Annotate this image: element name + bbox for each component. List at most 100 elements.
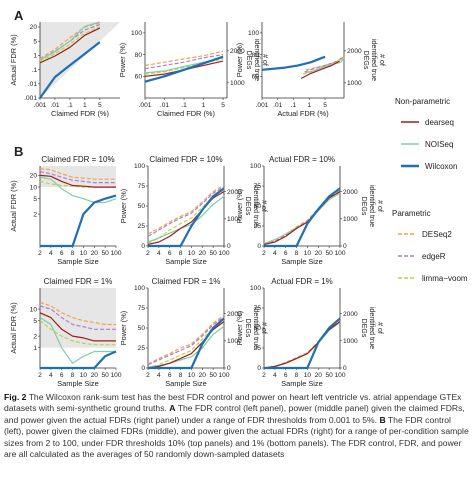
- b-top-left-line-deseq2: [39, 168, 116, 180]
- legend-parametric: Parametric DESeq2 edgeR limma−voom: [392, 209, 468, 283]
- b-top-left-xtick-label: 6: [60, 250, 64, 257]
- b-top-right-ytick-label: 25: [254, 223, 262, 230]
- a-right-line-edger: [304, 56, 343, 73]
- b-bottom-left-line-noiseq: [39, 317, 116, 364]
- b-top-left-xtick-label: 8: [71, 250, 75, 257]
- b-top-left-shade: [40, 166, 116, 188]
- b-bottom-middle-ytick-label: 0: [141, 365, 145, 372]
- b-bottom-left-xtick-label: 50: [101, 372, 109, 379]
- chart-b-bottom-middle: Claimed FDR = 1%2 4 6 8 10 20 50 10002550751002…: [119, 277, 267, 388]
- caption-label-b: B: [379, 414, 386, 425]
- b-bottom-right-xtick-label: 50: [325, 372, 333, 379]
- b-top-middle-ylabel: Power (%): [119, 189, 128, 224]
- b-bottom-middle-degs-label-3: DEGs: [244, 319, 251, 338]
- panel-label-b: B: [14, 144, 23, 159]
- b-top-right-xtick-label: 50: [325, 250, 333, 257]
- a-mid-ytick-label: 80: [135, 52, 143, 59]
- a-left-line-wilcoxon: [39, 41, 101, 99]
- caption-fig-label: Fig. 2: [4, 392, 27, 402]
- b-top-right-xlabel: Sample Size: [281, 257, 323, 266]
- b-top-right-y2tick-label: 2000: [343, 189, 358, 196]
- a-mid-xtick-label: .1: [181, 102, 187, 109]
- b-top-right-line-wilcoxon: [264, 187, 341, 248]
- a-right-degs-label-2: identified true: [370, 39, 377, 81]
- b-bottom-right-y2tick-label: 1000: [343, 338, 358, 345]
- chart-b-bottom-left: Claimed FDR = 1%2 4 6 8 10 20 50 10012510Actual…: [9, 277, 122, 388]
- b-bottom-middle-ytick-label: 75: [138, 305, 146, 312]
- a-mid-y2tick-label: 2000: [230, 48, 245, 55]
- a-mid-ytick-label: 60: [135, 73, 143, 80]
- b-bottom-left-line-limmavoom: [39, 320, 116, 346]
- b-bottom-right-xlabel: Sample Size: [281, 379, 323, 388]
- b-top-right-ytick-label: 75: [254, 183, 262, 190]
- b-top-middle-xtick-label: 10: [188, 250, 196, 257]
- caption-text-a: The FDR control (left panel), power (mid…: [4, 403, 465, 425]
- a-right-ytick-label: 60: [252, 73, 260, 80]
- b-top-left-xtick-label: 100: [110, 250, 121, 257]
- b-top-middle-y2tick-label: 1000: [227, 216, 242, 223]
- a-right-ytick-label: 80: [252, 52, 260, 59]
- b-top-middle-y2tick-label: 0: [227, 243, 231, 250]
- b-top-middle-ytick-label: 25: [138, 223, 146, 230]
- a-right-line-noiseq: [304, 57, 345, 74]
- a-mid-line-deseq2: [144, 50, 224, 66]
- b-top-middle-xtick-label: 6: [168, 250, 172, 257]
- b-bottom-middle-xtick-label: 20: [199, 372, 207, 379]
- b-bottom-left-xtick-label: 8: [71, 372, 75, 379]
- panel-label-a: A: [14, 8, 24, 23]
- b-bottom-middle-xtick-label: 8: [179, 372, 183, 379]
- b-bottom-middle-xtick-label: 2: [146, 372, 150, 379]
- b-top-middle-line-edger: [147, 186, 225, 237]
- a-mid-y2tick-label: 1000: [230, 80, 245, 87]
- legend-nonparametric-entry: NOISeq: [425, 140, 453, 149]
- a-right-line-dearseq: [300, 60, 340, 80]
- a-right-y2tick-label: 1000: [347, 80, 362, 87]
- b-bottom-right-degs-label-1: # of: [376, 322, 383, 334]
- b-top-left-title: Claimed FDR = 10%: [41, 155, 114, 164]
- b-bottom-right-xtick-label: 8: [295, 372, 299, 379]
- chart-b-bottom-right: Actual FDR = 1%2 4 6 8 10 20 50 100025507510020…: [235, 277, 383, 388]
- a-mid-line-edger: [144, 54, 224, 70]
- b-bottom-right-ytick-label: 75: [254, 305, 262, 312]
- b-top-left-line-edger: [39, 171, 116, 184]
- b-top-middle-degs-label-3: DEGs: [244, 197, 251, 216]
- b-top-left-xtick-label: 2: [38, 250, 42, 257]
- b-bottom-middle-ytick-label: 25: [138, 345, 146, 352]
- b-top-middle-line-noiseq: [147, 195, 225, 243]
- b-bottom-middle-line-edger: [147, 316, 225, 366]
- b-bottom-right-ytick-label: 100: [250, 285, 261, 292]
- chart-b-top-right: Actual FDR = 10%2 4 6 8 10 20 50 10002550751002…: [235, 155, 383, 266]
- b-top-middle-xtick-label: 4: [157, 250, 161, 257]
- b-bottom-right-degs-label-2: identified true: [368, 307, 375, 349]
- b-top-left-xtick-label: 10: [80, 250, 88, 257]
- a-right-xtick-label: 1: [307, 102, 311, 109]
- a-left-xtick-label: .001: [34, 102, 47, 109]
- b-top-left-line-noiseq: [39, 176, 117, 204]
- a-left-ytick-label: .001: [24, 95, 37, 102]
- b-bottom-right-ytick-label: 50: [254, 325, 262, 332]
- b-top-middle-title: Claimed FDR = 10%: [149, 155, 222, 164]
- b-bottom-right-degs-label-3: DEGs: [360, 319, 367, 338]
- b-bottom-middle-line-deseq2: [147, 314, 225, 365]
- a-left-line-noiseq: [39, 21, 100, 61]
- a-mid-xtick-label: 1: [202, 102, 206, 109]
- b-bottom-left-line-edger: [39, 305, 116, 330]
- b-bottom-left-xtick-label: 4: [49, 372, 53, 379]
- b-bottom-left-xtick-label: 10: [80, 372, 88, 379]
- b-top-middle-xlabel: Sample Size: [165, 257, 207, 266]
- b-bottom-middle-y2tick-label: 1000: [227, 338, 242, 345]
- b-bottom-right-y2tick-label: 0: [343, 365, 347, 372]
- a-left-line-dearseq: [39, 27, 101, 64]
- b-top-right-xtick-label: 10: [304, 250, 312, 257]
- b-top-left-ytick-label: 20: [30, 173, 38, 180]
- b-top-right-ytick-label: 100: [250, 163, 261, 170]
- b-bottom-left-xtick-label: 20: [91, 372, 99, 379]
- b-top-right-title: Actual FDR = 10%: [269, 155, 335, 164]
- b-top-left-xtick-label: 4: [49, 250, 53, 257]
- b-bottom-middle-xlabel: Sample Size: [165, 379, 207, 388]
- b-top-middle-xtick-label: 8: [179, 250, 183, 257]
- b-bottom-left-line-wilcoxon: [40, 350, 117, 370]
- a-right-line-wilcoxon: [261, 55, 326, 71]
- a-left-xtick-label: 5: [98, 102, 102, 109]
- b-top-right-degs-label-1: # of: [376, 200, 383, 212]
